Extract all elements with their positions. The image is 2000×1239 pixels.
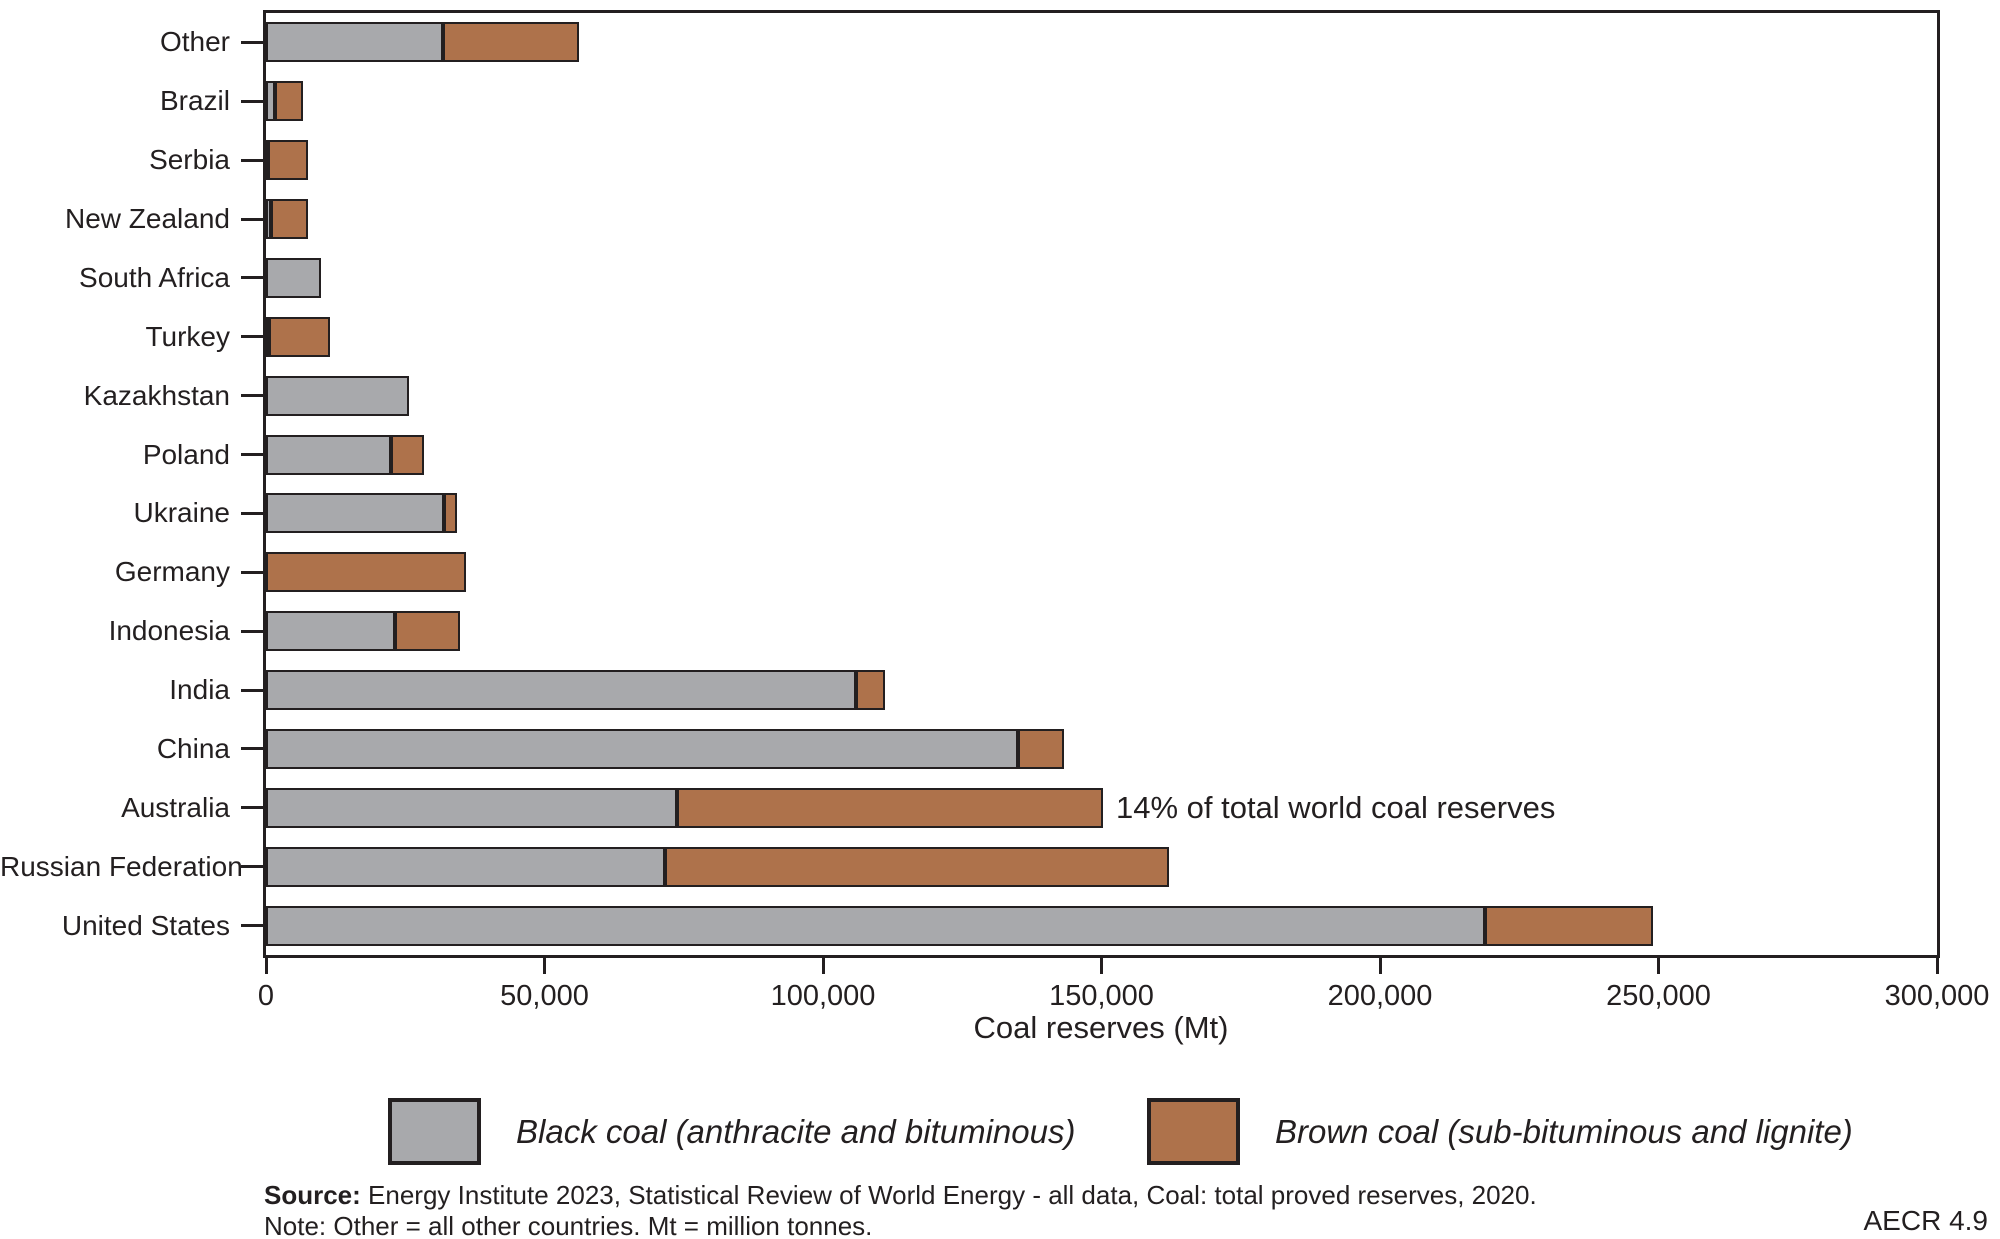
black-coal-swatch <box>388 1098 481 1165</box>
y-tick-1 <box>241 99 266 103</box>
x-axis-title: Coal reserves (Mt) <box>973 1010 1229 1045</box>
source-label: Source: <box>264 1180 361 1210</box>
x-tick-3 <box>1100 955 1103 974</box>
y-tick-12 <box>241 747 266 751</box>
figure-code: AECR 4.9 <box>1863 1205 1989 1236</box>
y-tick-10 <box>241 629 266 633</box>
category-label-china: China <box>156 732 230 764</box>
bar-other-brown-coal <box>442 22 580 63</box>
x-tick-label-3: 150,000 <box>1049 980 1154 1012</box>
y-tick-0 <box>241 40 266 44</box>
category-label-germany: Germany <box>114 556 230 588</box>
y-tick-7 <box>241 453 266 457</box>
x-tick-label-2: 100,000 <box>770 980 876 1012</box>
category-label-india: India <box>169 674 230 706</box>
x-tick-label-0: 0 <box>257 980 275 1012</box>
y-tick-13 <box>241 806 266 810</box>
y-tick-2 <box>241 158 266 162</box>
bar-south-africa-black-coal <box>266 257 322 298</box>
x-tick-1 <box>543 955 546 974</box>
x-tick-2 <box>821 955 825 974</box>
y-tick-3 <box>241 217 266 221</box>
brown-coal-swatch <box>1147 1098 1240 1165</box>
category-label-brazil: Brazil <box>159 85 230 117</box>
category-label-russian-federation: Russian Federation <box>0 850 243 882</box>
bar-united-states-black-coal <box>266 905 1486 946</box>
y-tick-5 <box>241 335 266 339</box>
category-label-new-zealand: New Zealand <box>65 203 230 235</box>
category-label-indonesia: Indonesia <box>108 615 230 647</box>
bar-poland-black-coal <box>266 434 392 475</box>
bar-china-brown-coal <box>1018 728 1064 769</box>
y-tick-11 <box>241 688 266 692</box>
x-tick-label-5: 250,000 <box>1606 980 1711 1012</box>
bar-new-zealand-brown-coal <box>270 199 309 240</box>
x-tick-4 <box>1378 955 1382 974</box>
bar-indonesia-brown-coal <box>394 611 461 652</box>
bar-kazakhstan-black-coal <box>266 375 409 416</box>
bar-china-black-coal <box>266 728 1019 769</box>
x-tick-label-6: 300,000 <box>1884 980 1990 1012</box>
source-line: Source: Energy Institute 2023, Statistic… <box>264 1180 1537 1211</box>
category-label-poland: Poland <box>142 438 230 470</box>
y-tick-9 <box>241 570 266 574</box>
bar-brazil-black-coal <box>266 81 275 122</box>
category-label-kazakhstan: Kazakhstan <box>83 379 230 411</box>
bar-russian-federation-brown-coal <box>665 846 1170 887</box>
y-tick-8 <box>241 511 266 515</box>
bar-new-zealand-black-coal <box>266 199 271 240</box>
bar-india-black-coal <box>266 670 857 711</box>
category-label-australia: Australia <box>121 791 230 823</box>
bar-poland-brown-coal <box>391 434 425 475</box>
bar-india-brown-coal <box>856 670 885 711</box>
y-tick-15 <box>241 924 266 928</box>
annotation-14-percent: 14% of total world coal reserves <box>1115 789 1556 825</box>
bar-australia-black-coal <box>266 787 677 828</box>
category-label-south-africa: South Africa <box>79 261 230 293</box>
x-tick-label-4: 200,000 <box>1327 980 1433 1012</box>
category-label-ukraine: Ukraine <box>133 497 230 529</box>
bar-turkey-brown-coal <box>269 316 331 357</box>
bar-turkey-black-coal <box>266 316 270 357</box>
bar-russian-federation-black-coal <box>266 846 666 887</box>
bar-indonesia-black-coal <box>266 611 395 652</box>
x-tick-0 <box>264 955 268 974</box>
bar-ukraine-brown-coal <box>444 493 458 534</box>
bar-brazil-brown-coal <box>274 81 303 122</box>
x-tick-5 <box>1657 955 1660 974</box>
bar-united-states-brown-coal <box>1485 905 1653 946</box>
y-tick-14 <box>241 865 266 869</box>
category-label-turkey: Turkey <box>145 320 230 352</box>
bar-other-black-coal <box>266 22 443 63</box>
bar-serbia-brown-coal <box>268 140 308 181</box>
category-label-serbia: Serbia <box>149 144 230 176</box>
y-tick-4 <box>241 276 266 280</box>
category-label-other: Other <box>159 26 230 58</box>
note-line: Note: Other = all other countries. Mt = … <box>264 1211 873 1239</box>
bar-germany-brown-coal <box>266 552 466 593</box>
category-label-united-states: United States <box>61 909 230 941</box>
x-tick-label-1: 50,000 <box>500 980 589 1012</box>
brown-coal-legend-label: Brown coal (sub-bituminous and lignite) <box>1275 1113 1853 1150</box>
y-tick-6 <box>241 394 266 398</box>
x-tick-6 <box>1935 955 1939 974</box>
source-text: Energy Institute 2023, Statistical Revie… <box>360 1180 1537 1210</box>
bar-ukraine-black-coal <box>266 493 445 534</box>
black-coal-legend-label: Black coal (anthracite and bituminous) <box>516 1113 1076 1150</box>
bar-australia-brown-coal <box>676 787 1103 828</box>
